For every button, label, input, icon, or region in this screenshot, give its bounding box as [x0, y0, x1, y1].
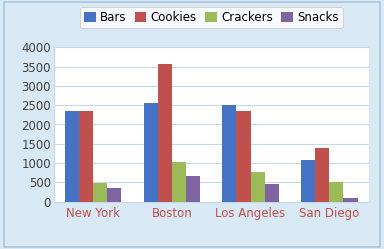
Bar: [301, 160, 315, 202]
Bar: [250, 172, 265, 202]
Bar: [79, 111, 93, 202]
Bar: [186, 176, 200, 202]
Legend: Bars, Cookies, Crackers, Snacks: Bars, Cookies, Crackers, Snacks: [80, 7, 343, 28]
Bar: [144, 103, 158, 202]
Bar: [107, 188, 121, 202]
Bar: [65, 111, 79, 202]
Bar: [172, 162, 186, 202]
Bar: [93, 183, 107, 202]
Bar: [315, 148, 329, 202]
Bar: [265, 184, 279, 202]
Bar: [158, 64, 172, 202]
Bar: [237, 111, 250, 202]
Bar: [222, 105, 237, 202]
Bar: [329, 182, 343, 202]
Bar: [343, 198, 358, 202]
